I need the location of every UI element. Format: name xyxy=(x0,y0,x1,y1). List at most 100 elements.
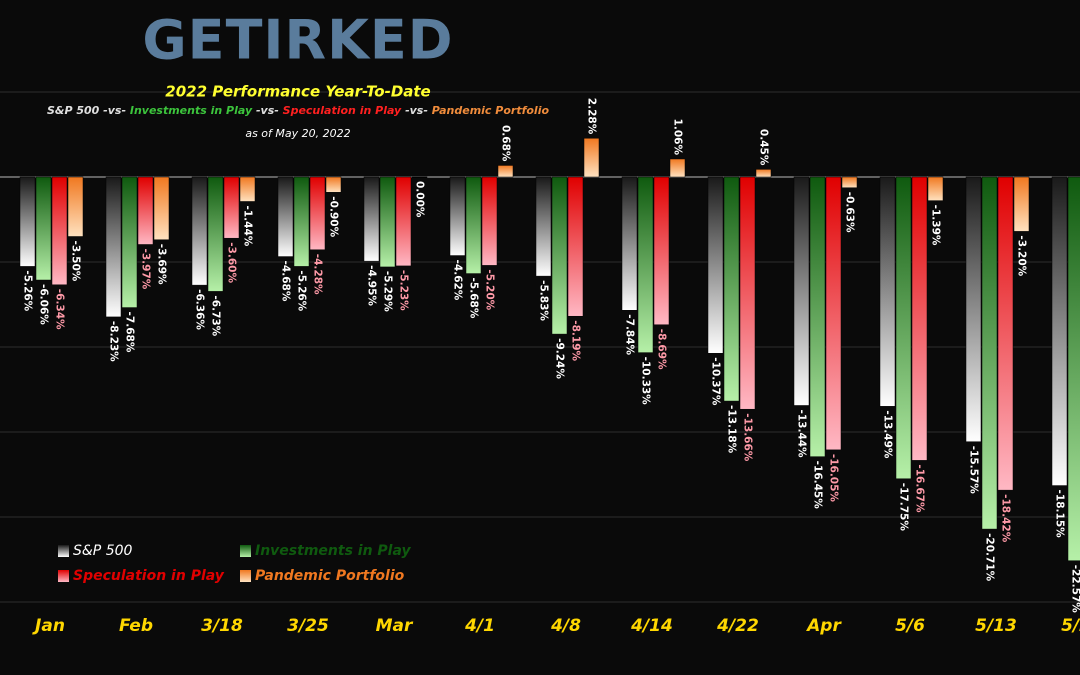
bar xyxy=(825,176,842,451)
bar xyxy=(293,176,310,267)
bar xyxy=(35,176,52,281)
bar xyxy=(997,176,1014,491)
value-label: -9.24% xyxy=(554,338,566,379)
x-tick-label: 4/8 xyxy=(550,616,581,636)
bar xyxy=(465,176,482,274)
bar xyxy=(879,176,896,407)
value-label: -3.60% xyxy=(226,242,238,283)
bar xyxy=(67,176,84,237)
value-label: -5.26% xyxy=(296,270,308,311)
value-label: -13.44% xyxy=(796,409,808,458)
bar xyxy=(621,176,638,311)
value-label: -17.75% xyxy=(898,483,910,532)
bar xyxy=(411,176,428,178)
bar xyxy=(535,176,552,277)
value-label: -10.33% xyxy=(640,357,652,406)
bar xyxy=(497,165,514,178)
x-tick-label: 4/22 xyxy=(716,616,759,636)
bar xyxy=(191,176,208,286)
bar xyxy=(105,176,122,318)
value-label: -5.68% xyxy=(468,278,480,319)
x-tick-label: 5/13 xyxy=(975,616,1017,636)
bar xyxy=(927,176,944,201)
legend-swatch xyxy=(58,570,69,582)
value-label: -8.69% xyxy=(656,329,668,370)
bar xyxy=(239,176,256,202)
value-label: 0.45% xyxy=(758,129,770,166)
value-label: -8.23% xyxy=(108,321,120,362)
chart-title: 2022 Performance Year-To-Date xyxy=(165,83,430,101)
value-label: -7.68% xyxy=(124,312,136,353)
subtitle-part: -vs- xyxy=(401,104,432,117)
bar xyxy=(911,176,928,461)
value-label: -6.36% xyxy=(194,289,206,330)
x-tick-label: Feb xyxy=(119,616,153,636)
bar xyxy=(277,176,294,257)
bar xyxy=(1067,176,1080,561)
value-label: -3.69% xyxy=(156,244,168,285)
legend-swatch xyxy=(240,570,251,582)
x-tick-label: Apr xyxy=(805,616,842,636)
value-label: -4.68% xyxy=(280,261,292,302)
value-label: -3.97% xyxy=(140,248,152,289)
bar xyxy=(51,176,68,286)
legend-label: S&P 500 xyxy=(73,543,133,559)
bar xyxy=(653,176,670,325)
bar xyxy=(965,176,982,442)
bar xyxy=(793,176,810,406)
bar xyxy=(895,176,912,479)
legend-swatch xyxy=(240,545,251,557)
value-label: -18.42% xyxy=(1000,494,1012,543)
value-label: -13.66% xyxy=(742,413,754,462)
value-label: -6.34% xyxy=(54,289,66,330)
bar xyxy=(153,176,170,240)
value-label: -22.57% xyxy=(1070,565,1080,614)
x-tick-label: 3/18 xyxy=(201,616,243,636)
value-label: -8.19% xyxy=(570,320,582,361)
value-label: 1.06% xyxy=(672,119,684,156)
value-label: -15.57% xyxy=(968,446,980,495)
bar xyxy=(567,176,584,317)
x-tick-label: Jan xyxy=(32,616,65,636)
x-tick-label: 4/1 xyxy=(464,616,495,636)
value-label: -1.39% xyxy=(930,205,942,246)
subtitle-part: -vs- xyxy=(252,104,283,117)
x-tick-label: 5/20 xyxy=(1061,616,1080,636)
bar xyxy=(551,176,568,335)
bar xyxy=(809,176,826,457)
value-label: -20.71% xyxy=(984,533,996,582)
value-label: -4.28% xyxy=(312,254,324,295)
date-note: as of May 20, 2022 xyxy=(245,127,350,140)
x-tick-label: 4/14 xyxy=(630,616,673,636)
subtitle-part: Pandemic Portfolio xyxy=(432,104,550,117)
x-tick-label: Mar xyxy=(376,616,414,636)
value-label: -5.29% xyxy=(382,271,394,312)
bar xyxy=(707,176,724,354)
value-label: -5.20% xyxy=(484,269,496,310)
value-label: -13.49% xyxy=(882,410,894,459)
value-label: -0.63% xyxy=(844,192,856,233)
bar xyxy=(325,176,342,193)
value-label: -0.90% xyxy=(328,196,340,237)
bar xyxy=(1051,176,1068,486)
subtitle-part: -vs- xyxy=(99,104,130,117)
bar xyxy=(379,176,396,268)
value-label: 0.00% xyxy=(414,181,426,218)
bar xyxy=(19,176,36,267)
bar xyxy=(207,176,224,292)
value-label: -5.26% xyxy=(22,270,34,311)
value-label: -3.20% xyxy=(1016,235,1028,276)
value-label: -6.06% xyxy=(38,284,50,325)
subtitle-part: Speculation in Play xyxy=(283,104,402,117)
value-label: -1.44% xyxy=(242,205,254,246)
bar xyxy=(121,176,138,308)
value-label: -18.15% xyxy=(1054,490,1066,539)
subtitle-part: Investments in Play xyxy=(130,104,253,117)
value-label: -13.18% xyxy=(726,405,738,454)
value-label: -6.73% xyxy=(210,295,222,336)
value-label: -4.62% xyxy=(452,260,464,301)
bar xyxy=(309,176,326,251)
value-label: -16.05% xyxy=(828,454,840,503)
bar xyxy=(723,176,740,402)
